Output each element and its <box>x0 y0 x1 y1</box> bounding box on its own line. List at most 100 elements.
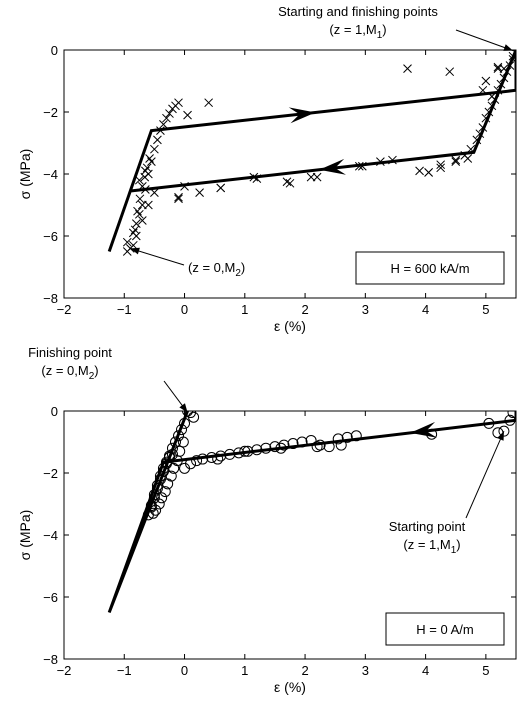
y-tick-label: −2 <box>43 466 58 481</box>
data-point <box>436 160 446 170</box>
y-tick-label: −6 <box>43 590 58 605</box>
legend-text: H = 0 A/m <box>416 622 473 637</box>
data-point <box>463 154 473 163</box>
data-point <box>122 237 132 247</box>
data-point <box>312 172 322 182</box>
direction-arrow <box>410 421 437 438</box>
legend-text: H = 600 kA/m <box>390 261 469 276</box>
x-tick-label: 3 <box>362 663 369 678</box>
annotation-arrow <box>163 380 188 413</box>
x-axis-label: ε (%) <box>274 679 306 695</box>
annotation-line: Finishing point <box>28 345 112 360</box>
x-tick-label: 0 <box>181 663 188 678</box>
data-point <box>285 178 295 188</box>
x-tick-label: 2 <box>301 302 308 317</box>
y-tick-label: −8 <box>43 652 58 667</box>
x-tick-label: −2 <box>57 302 72 317</box>
data-point <box>451 155 461 165</box>
panel-2: −2 −1 0 1 2 3 4 5 −8 −6 −4 −2 0 ε (%) σ (MPa) H = 0 A/m <box>17 404 517 695</box>
annotation-arrow <box>455 29 514 52</box>
data-point <box>133 206 142 216</box>
data-point <box>153 498 165 510</box>
data-point <box>131 231 141 241</box>
model-path <box>107 411 516 614</box>
y-tick-label: −2 <box>43 105 58 120</box>
annotation-start-finish: Starting and finishing points (z = 1,M1) <box>278 4 438 41</box>
x-tick-label: −1 <box>117 663 132 678</box>
data-point <box>212 453 224 465</box>
data-area <box>107 411 516 614</box>
y-axis-label: σ (MPa) <box>17 510 33 561</box>
data-point <box>144 200 153 210</box>
data-point <box>188 411 200 423</box>
x-tick-label: 0 <box>181 302 188 317</box>
data-point <box>204 98 213 108</box>
data-point <box>195 188 204 197</box>
x-axis-label: ε (%) <box>274 318 306 334</box>
y-axis-label: σ (MPa) <box>17 149 33 200</box>
x-tick-label: 5 <box>482 302 489 317</box>
data-point <box>341 431 353 443</box>
data-point <box>150 144 159 154</box>
data-point <box>183 110 192 120</box>
annotation-arrow <box>130 247 185 266</box>
data-point <box>278 439 290 451</box>
data-point <box>159 486 171 498</box>
data-point <box>153 135 162 145</box>
data-point <box>134 175 144 185</box>
data-point <box>507 411 516 419</box>
x-tick-label: 4 <box>422 663 429 678</box>
data-point <box>282 177 292 187</box>
x-tick-label: 4 <box>422 302 429 317</box>
y-tick-label: −8 <box>43 291 58 306</box>
y-tick-label: −6 <box>43 229 58 244</box>
annotation-start: Starting point (z = 1,M1) <box>389 519 466 556</box>
data-point <box>311 441 323 453</box>
annotation-z0: (z = 0,M2) <box>188 260 245 279</box>
data-point <box>424 168 433 177</box>
y-tick-label: −4 <box>43 528 58 543</box>
y-tick-label: 0 <box>51 404 58 419</box>
data-point <box>287 438 299 450</box>
data-point <box>481 76 491 86</box>
data-point <box>177 436 189 448</box>
data-point <box>216 183 226 193</box>
data-point <box>159 120 168 129</box>
annotation-finish: Finishing point (z = 0,M2) <box>28 345 112 382</box>
data-point <box>493 62 503 72</box>
data-point <box>156 492 168 504</box>
data-area <box>107 50 516 256</box>
data-point <box>191 455 203 467</box>
data-point <box>451 157 461 166</box>
x-tick-label: −1 <box>117 302 132 317</box>
data-point <box>174 192 183 202</box>
data-point <box>415 166 424 176</box>
annotation-arrow <box>465 430 505 519</box>
data-point <box>141 166 150 176</box>
data-point <box>436 163 446 173</box>
panel-1: −2 −1 0 1 2 3 4 5 −8 −6 −4 −2 0 ε (%) σ (MPa) H = 600 k… <box>17 43 517 334</box>
x-tick-label: 2 <box>301 663 308 678</box>
x-tick-label: 1 <box>241 663 248 678</box>
data-point <box>145 154 154 163</box>
x-tick-label: 5 <box>482 663 489 678</box>
y-tick-label: −4 <box>43 167 58 182</box>
x-tick-label: 3 <box>362 302 369 317</box>
data-point <box>445 67 455 77</box>
annotation-line: (z = 1,M1) <box>329 22 386 41</box>
data-point <box>350 430 362 442</box>
direction-arrow <box>288 107 316 124</box>
x-tick-label: −2 <box>57 663 72 678</box>
model-path <box>107 50 516 252</box>
annotation-line: Starting point <box>389 519 466 534</box>
annotation-line: Starting and finishing points <box>278 4 438 19</box>
data-point <box>403 64 412 73</box>
direction-arrow <box>319 158 346 175</box>
legend-box: H = 600 kA/m <box>355 251 505 285</box>
data-point <box>332 433 344 445</box>
data-point <box>135 194 145 204</box>
data-point <box>174 445 186 457</box>
data-point <box>137 216 147 225</box>
data-point <box>165 470 177 482</box>
annotation-line: (z = 0,M2) <box>41 363 98 382</box>
